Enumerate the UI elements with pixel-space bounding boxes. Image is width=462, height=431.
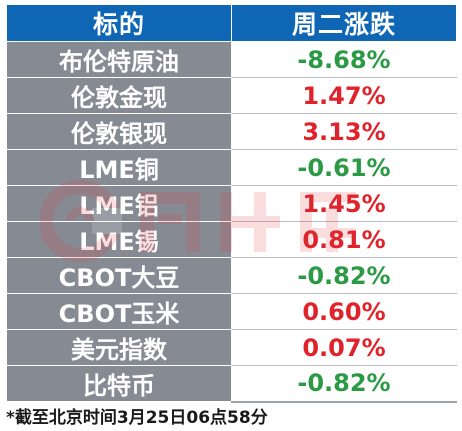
change-value: -0.61% xyxy=(231,149,457,186)
asset-name: CBOT玉米 xyxy=(6,293,232,330)
table-row: 比特币 -0.82% xyxy=(6,365,457,403)
table-row: 布伦特原油 -8.68% xyxy=(6,41,457,78)
change-value: 1.47% xyxy=(231,77,457,114)
asset-name: LME铝 xyxy=(6,185,232,222)
asset-name: LME锡 xyxy=(6,221,232,258)
table-row: 美元指数 0.07% xyxy=(6,329,457,366)
change-value: 0.81% xyxy=(231,221,457,258)
change-value: 0.07% xyxy=(231,329,457,366)
header-tuesday-change: 周二涨跌 xyxy=(231,4,457,42)
asset-name: 伦敦银现 xyxy=(6,113,232,150)
price-change-table: 标的 周二涨跌 布伦特原油 -8.68% 伦敦金现 1.47% 伦敦银现 3.1… xyxy=(6,4,457,403)
table-row: 伦敦金现 1.47% xyxy=(6,77,457,114)
table-row: LME锡 0.81% xyxy=(6,221,457,258)
change-value: -8.68% xyxy=(231,41,457,78)
price-change-table-container: 标的 周二涨跌 布伦特原油 -8.68% 伦敦金现 1.47% 伦敦银现 3.1… xyxy=(6,4,457,403)
table-row: 伦敦银现 3.13% xyxy=(6,113,457,150)
footnote-timestamp: *截至北京时间3月25日06点58分 xyxy=(6,408,268,428)
asset-name: LME铜 xyxy=(6,149,232,186)
table-header-row: 标的 周二涨跌 xyxy=(6,4,457,42)
change-value: -0.82% xyxy=(231,365,457,403)
asset-name: 伦敦金现 xyxy=(6,77,232,114)
change-value: -0.82% xyxy=(231,257,457,294)
header-asset: 标的 xyxy=(6,4,232,42)
table-row: CBOT玉米 0.60% xyxy=(6,293,457,330)
change-value: 0.60% xyxy=(231,293,457,330)
table-row: LME铜 -0.61% xyxy=(6,149,457,186)
asset-name: CBOT大豆 xyxy=(6,257,232,294)
asset-name: 美元指数 xyxy=(6,329,232,366)
table-row: CBOT大豆 -0.82% xyxy=(6,257,457,294)
change-value: 3.13% xyxy=(231,113,457,150)
table-row: LME铝 1.45% xyxy=(6,185,457,222)
asset-name: 布伦特原油 xyxy=(6,41,232,78)
asset-name: 比特币 xyxy=(6,365,232,402)
change-value: 1.45% xyxy=(231,185,457,222)
